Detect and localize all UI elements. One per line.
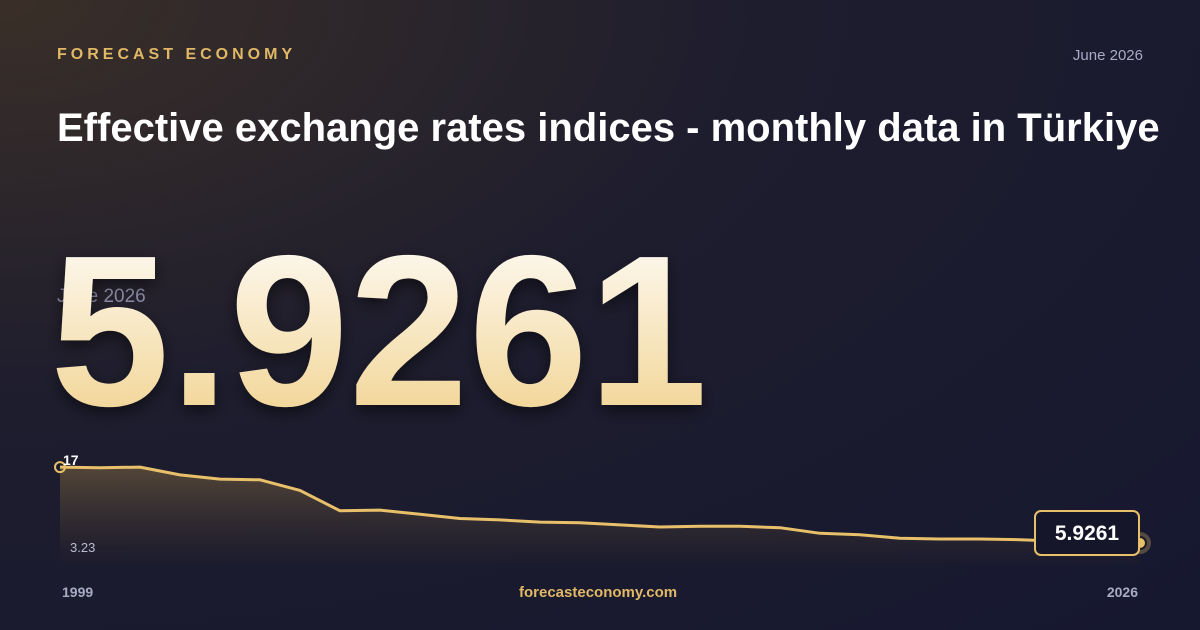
end-value-label: 5.9261 [1055,522,1120,545]
headline-value: 5.9261 [50,210,708,451]
x-tick-label: 2026 [1107,584,1138,600]
start-marker [54,461,66,474]
title: Effective exchange rates indices - month… [57,106,1160,150]
sparkline: 5.9261 17 3.23 [54,452,1151,565]
y-tick-label: 3.23 [70,540,95,555]
y-tick-label: 17 [63,452,79,468]
date: June 2026 [1073,47,1143,64]
end-badge [1034,510,1140,557]
line [59,465,1141,545]
value-date: June 2026 [57,286,146,307]
site: forecasteconomy.com [519,584,677,601]
area [60,467,1140,565]
brand: FORECAST ECONOMY [57,46,296,63]
x-tick-label: 1999 [62,584,93,600]
